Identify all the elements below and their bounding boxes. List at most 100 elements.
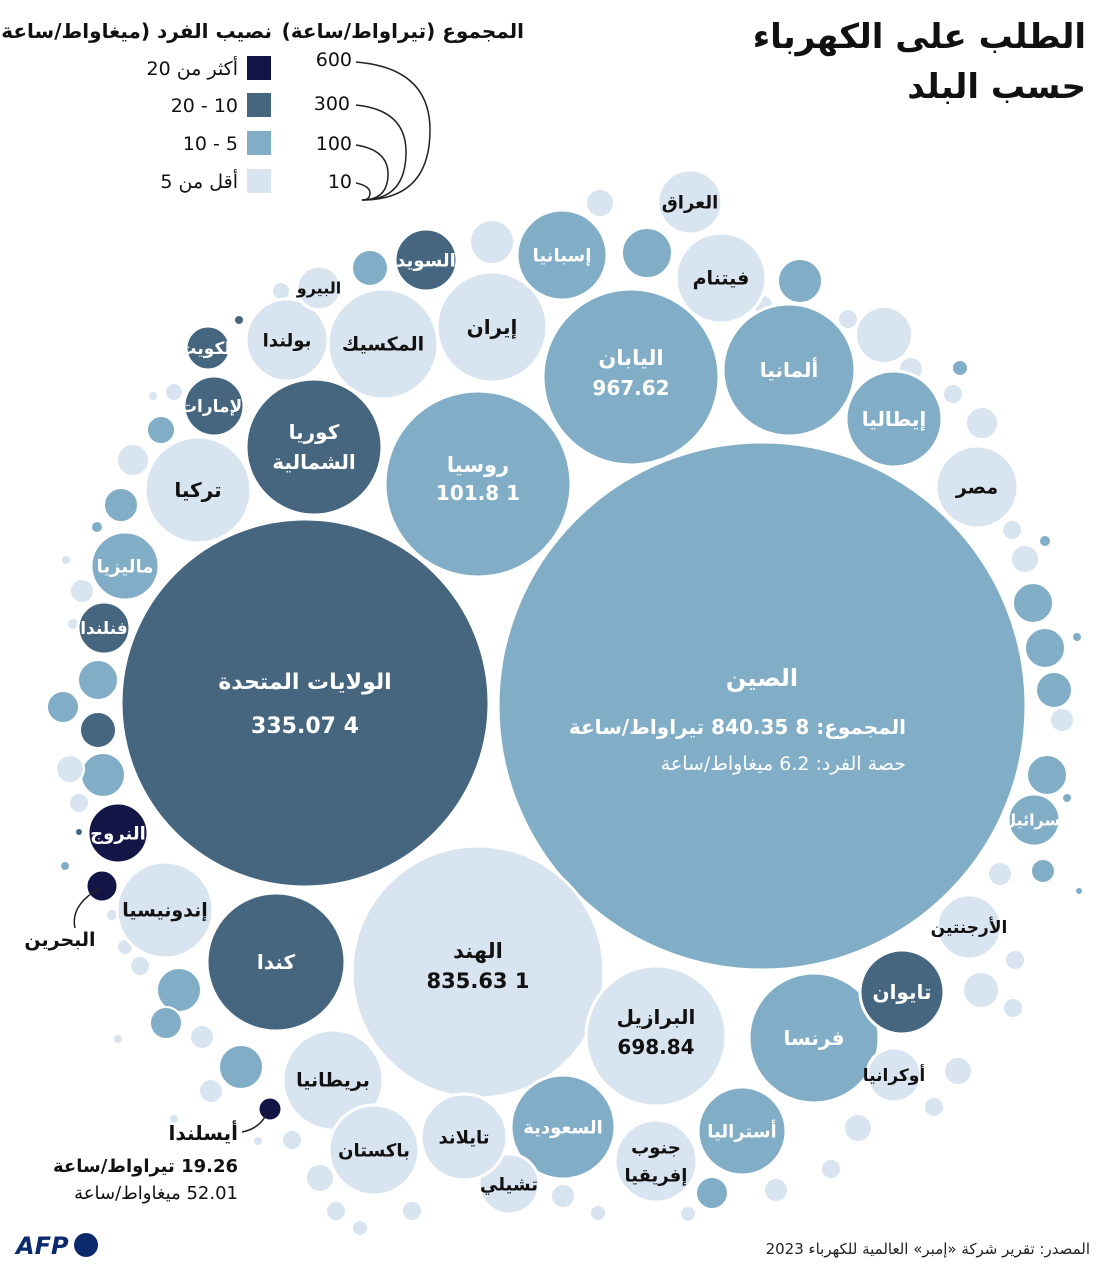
bubble-country [86,801,150,865]
bubble-label: فرنسا [784,1026,845,1050]
bubble-country [393,227,459,293]
bubble-country [115,860,215,960]
iceland-leader [241,1109,269,1133]
small-bubble [621,227,673,279]
small-bubble [305,1163,335,1193]
bubble-label: إيران [467,315,518,339]
bubble-country [89,530,161,602]
small-bubble [60,554,72,566]
bubble-label: إسرائيل [1002,811,1065,830]
bubble-label: السعودية [523,1117,603,1138]
chart-title-line1: الطلب على الكهرباء [753,17,1086,57]
small-bubble [1010,544,1040,574]
bahrain-label: البحرين [24,929,95,951]
bubble-country [205,891,347,1033]
bubble-label: تايوان [873,980,932,1004]
bubble-label: 967.62 [592,376,669,400]
bubble-country [509,1073,617,1181]
bubble-country [844,369,944,469]
bubble-label: الهند [453,939,503,963]
small-bubble [679,1205,697,1223]
small-bubble [1061,792,1073,804]
small-bubble [189,1024,215,1050]
bubble-label: إيطاليا [862,407,927,431]
small-bubble [271,281,291,301]
small-bubble [585,188,615,218]
bubble-label: الإمارات [180,397,248,417]
small-bubble [146,415,176,445]
small-bubble [550,1183,576,1209]
legend-per-capita-title: نصيب الفرد (ميغاواط/ساعة) [0,19,272,43]
small-bubble [156,967,202,1013]
legend-label-5-10: 5 - 10 [183,133,238,155]
small-bubble [55,754,85,784]
small-bubble [68,792,90,814]
small-bubble [1038,534,1052,548]
small-bubble [59,860,71,872]
afp-logo-dot [74,1233,98,1257]
bubble-label: فيتنام [693,268,750,290]
iceland-label: أيسلندا [169,1119,238,1145]
bubble-label: الصين [726,664,798,692]
bubble-country [934,444,1020,530]
legend-swatch-10-20 [247,93,271,117]
bubble-country [419,1092,509,1182]
source-text: المصدر: تقرير شركة «إمبر» العالمية للكهر… [766,1240,1090,1258]
legend-total-title: المجموع (تيراواط/ساعة) [282,19,524,43]
bubble-label: أوكرانيا [863,1064,925,1086]
bubble-country [244,297,330,383]
bubble-label: السويد [396,250,456,271]
bubble-country [435,270,549,384]
bubble-label: بولندا [263,330,312,351]
bubble-country [656,168,724,236]
bubble-label: بريطانيا [296,1070,370,1092]
bubble-country [515,208,609,302]
small-bubble [1035,671,1073,709]
bubble-country [935,893,1003,961]
bubble-label: 4 335.07 [251,714,359,739]
bubble-country [747,971,881,1105]
bubbles: الصين المجموع: 8 840.35 تيراواط/ساعة حصة ا… [24,168,1066,1216]
chart-title-line2: حسب البلد [907,67,1086,107]
legend-total-300: 300 [314,93,350,115]
bubble-major [496,440,1028,972]
bubble-label: الأرجنتين [931,917,1008,938]
bubble-label: روسيا [447,453,509,477]
afp-logo: AFP [14,1232,98,1260]
bubble-label: حصة الفرد: 6.2 ميغاواط/ساعة [661,753,906,775]
bubble-label: الشمالية [272,450,355,474]
small-bubble [1024,627,1066,669]
small-bubble [252,1135,264,1147]
bubble-label: العراق [662,192,719,213]
bubble-major [119,517,491,889]
legend-total-600: 600 [316,49,352,71]
small-bubble [116,443,150,477]
bubble-country [184,324,232,372]
small-bubble [1049,707,1075,733]
small-bubble [843,1113,873,1143]
bubble-country [674,231,768,325]
small-bubble [695,1176,729,1210]
bubble-label: تشيلي [480,1174,538,1195]
afp-logo-text: AFP [14,1232,69,1260]
legend-swatch-over20 [247,56,271,80]
iceland-total: 19.26 تيراواط/ساعة [53,1156,238,1177]
bubble-label: كوريا [289,420,340,444]
legend-arc-600 [355,61,431,201]
bubble-label: إفريقيا [625,1165,688,1186]
legend-arc-100 [355,144,389,201]
bubble-major [541,287,721,467]
legend-total: المجموع (تيراواط/ساعة) 600 300 100 10 [282,19,524,201]
bubble-country [295,264,343,312]
small-bubble [987,861,1013,887]
bubble-label: الولايات المتحدة [218,670,391,695]
bubble-country [256,1095,284,1123]
bubble-label: إندونيسيا [122,900,208,922]
bubble-label: باكستان [338,1140,410,1161]
small-bubble [325,1200,347,1222]
bubble-label: المجموع: 8 840.35 تيراواط/ساعة [569,715,906,739]
bubble-label: جنوب [631,1137,681,1158]
small-bubble [401,1200,423,1222]
bubble-country [1006,792,1062,848]
bubble-label: المكسيك [342,334,424,356]
